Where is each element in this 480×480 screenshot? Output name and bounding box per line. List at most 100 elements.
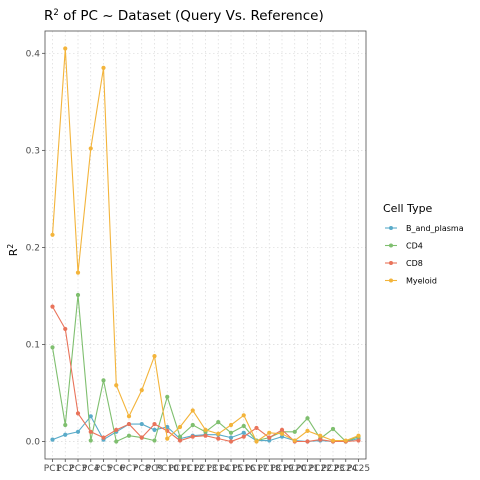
y-axis-label-main: R — [7, 248, 20, 256]
data-point — [139, 387, 144, 393]
data-point — [203, 427, 208, 432]
data-point — [279, 434, 285, 439]
x-tick-label: PC9 — [146, 464, 164, 474]
data-point — [101, 435, 106, 440]
data-point — [279, 427, 285, 432]
x-tick-label: PC12 — [181, 464, 204, 474]
data-point — [126, 414, 132, 419]
data-point — [305, 439, 310, 444]
data-point — [63, 422, 68, 428]
data-point — [267, 435, 272, 440]
chart-title-sup: 2 — [53, 8, 58, 18]
x-tick-label: PC13 — [194, 464, 217, 474]
y-tick-label: 0.1 — [26, 340, 40, 350]
data-point — [228, 435, 234, 440]
legend-item: B_and_plasma — [385, 224, 464, 233]
legend-label: B_and_plasma — [406, 224, 464, 233]
data-point — [241, 423, 246, 429]
legend-label: CD8 — [406, 259, 423, 268]
data-point — [88, 146, 93, 151]
x-tick-label: PC25 — [347, 464, 370, 474]
data-point — [305, 428, 310, 433]
data-point — [114, 439, 119, 444]
data-point — [279, 431, 285, 436]
y-axis-label-sup: 2 — [6, 244, 15, 249]
y-tick-label: 0.3 — [26, 146, 40, 156]
data-point — [318, 437, 323, 442]
data-point — [267, 438, 272, 443]
data-point — [63, 46, 68, 51]
x-tick-label: PC14 — [207, 464, 230, 474]
data-point — [75, 270, 81, 275]
data-point — [50, 304, 55, 309]
data-point — [228, 422, 234, 428]
data-point — [254, 439, 259, 444]
chart-title-main: R — [44, 8, 53, 24]
data-point — [152, 421, 157, 427]
data-point — [190, 434, 195, 439]
x-tick-label: PC11 — [168, 464, 191, 474]
data-point — [101, 378, 106, 383]
data-point — [190, 408, 195, 413]
data-point — [292, 438, 297, 443]
data-point — [126, 421, 132, 427]
data-point — [152, 438, 157, 443]
x-tick-label: PC5 — [95, 464, 112, 474]
x-axis: PC1PC2PC3PC4PC5PC6PC7PC8PC9PC10PC11PC12P… — [44, 459, 370, 474]
legend-key-point — [389, 261, 393, 265]
data-point — [216, 420, 221, 425]
data-point — [241, 434, 246, 439]
x-tick-label: PC24 — [334, 464, 357, 474]
data-point — [50, 232, 55, 237]
x-tick-label: PC10 — [156, 464, 179, 474]
data-point — [318, 433, 323, 438]
data-point — [75, 411, 81, 416]
legend-key-point — [389, 243, 393, 248]
series-cd8 — [50, 304, 361, 444]
data-point — [101, 65, 106, 70]
data-point — [75, 292, 81, 298]
data-point — [292, 429, 297, 434]
data-point — [88, 438, 93, 443]
chart-title: R2 of PC ~ Dataset (Query Vs. Reference) — [44, 8, 324, 24]
data-point — [63, 432, 68, 437]
legend-item: CD4 — [385, 242, 423, 251]
x-tick-label: PC2 — [57, 464, 74, 474]
y-axis-label: R2 — [6, 244, 20, 257]
data-point — [203, 433, 208, 438]
x-tick-label: PC6 — [108, 464, 126, 474]
series-line — [52, 306, 359, 443]
data-point — [216, 431, 221, 436]
data-point — [343, 438, 348, 443]
data-point — [114, 383, 119, 388]
data-point — [126, 433, 132, 438]
data-point — [356, 438, 361, 443]
data-point — [139, 421, 144, 427]
x-tick-label: PC21 — [296, 464, 319, 474]
y-tick-label: 0.0 — [26, 438, 41, 448]
chart-title-rest: of PC ~ Dataset (Query Vs. Reference) — [59, 8, 324, 24]
x-tick-label: PC20 — [283, 464, 306, 474]
data-point — [177, 424, 183, 430]
grid — [45, 31, 366, 459]
legend-title: Cell Type — [383, 202, 433, 215]
x-tick-label: PC15 — [219, 464, 242, 474]
data-point — [75, 429, 81, 434]
legend: Cell Type B_and_plasma CD4 CD8 Myeloid — [383, 202, 464, 286]
data-point — [190, 422, 195, 428]
data-point — [241, 413, 246, 418]
data-point — [241, 430, 246, 435]
data-point — [216, 436, 221, 441]
y-tick-label: 0.4 — [26, 49, 41, 59]
y-axis: 0.0 0.1 0.2 0.3 0.4 — [26, 49, 45, 448]
x-tick-label: PC1 — [44, 464, 61, 474]
data-point — [50, 437, 55, 442]
legend-label: CD4 — [406, 242, 423, 251]
x-tick-label: PC16 — [232, 464, 255, 474]
x-tick-label: PC7 — [120, 464, 137, 474]
x-tick-label: PC22 — [309, 464, 332, 474]
legend-key-point — [389, 226, 393, 230]
data-point — [330, 438, 336, 443]
data-point — [114, 427, 119, 432]
